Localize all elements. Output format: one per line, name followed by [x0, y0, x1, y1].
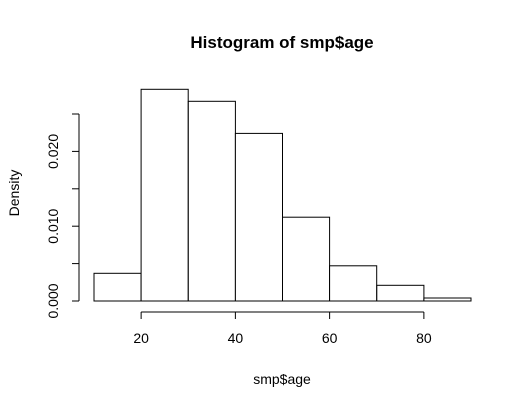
histogram-bar-30-40 [187, 100, 236, 302]
y-tick-label-2: 0.010 [45, 208, 61, 243]
chart-title: Histogram of smp$age [190, 33, 373, 52]
x-axis: 20 40 60 80 [133, 311, 432, 346]
x-axis-label: smp$age [253, 371, 311, 387]
x-tick-label-20: 20 [133, 330, 149, 346]
histogram-bar-70-80 [376, 284, 425, 302]
x-tick-label-60: 60 [322, 330, 338, 346]
histogram-bar-50-60 [282, 216, 331, 302]
histogram-bar-60-70 [329, 265, 378, 302]
x-tick-label-80: 80 [416, 330, 432, 346]
histogram-bar-10-20 [93, 272, 142, 302]
y-tick-label-4: 0.020 [45, 134, 61, 169]
histogram-bar-40-50 [234, 132, 283, 302]
histogram-bar-80-90 [423, 297, 472, 302]
bars-group [93, 88, 472, 302]
y-tick-label-0: 0.000 [45, 283, 61, 318]
x-tick-label-40: 40 [228, 330, 244, 346]
y-axis: 0.000 0.010 0.020 [45, 113, 80, 319]
y-axis-label: Density [6, 170, 22, 217]
histogram-bar-20-30 [140, 88, 189, 302]
